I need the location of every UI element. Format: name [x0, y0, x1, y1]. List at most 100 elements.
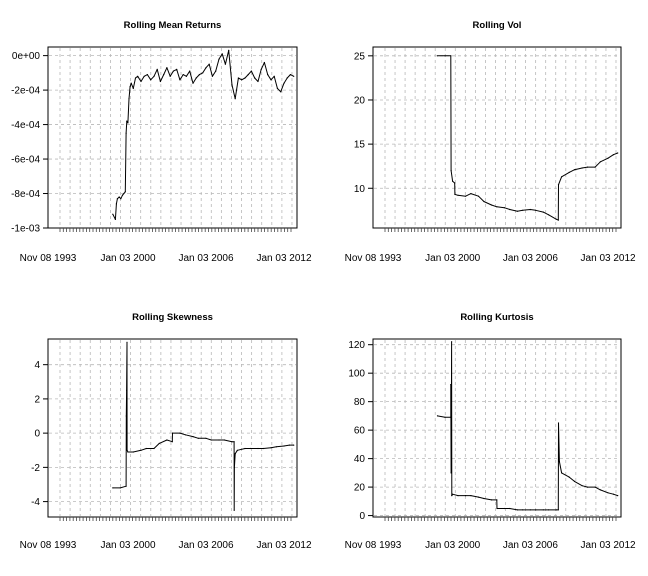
data-point [166, 67, 168, 69]
data-point [205, 67, 207, 69]
data-point [529, 208, 531, 211]
data-point [254, 77, 256, 79]
data-point [171, 441, 173, 443]
series-line-1 [112, 49, 294, 220]
data-point [112, 487, 114, 489]
data-point [436, 415, 439, 417]
data-point [503, 507, 505, 510]
series-line-1 [437, 55, 618, 221]
data-point [119, 487, 121, 489]
data-point [140, 449, 142, 451]
data-point [483, 200, 485, 203]
y-tick-label: 120 [348, 340, 365, 351]
data-point [118, 196, 120, 198]
x-tick-label: Jan 03 2000 [425, 253, 480, 264]
data-point [451, 341, 453, 343]
data-point [127, 122, 129, 124]
y-tick-label: 0 [34, 429, 40, 440]
y-tick-label: 0 [359, 511, 365, 522]
data-point [573, 169, 576, 171]
x-tick-label: Nov 08 1993 [20, 540, 77, 551]
x-tick-label: Nov 08 1993 [345, 540, 402, 551]
y-tick-label: 2 [34, 394, 40, 405]
data-point [561, 176, 563, 178]
data-point [237, 77, 239, 79]
data-point [503, 207, 505, 209]
data-point [184, 434, 186, 436]
data-point [293, 444, 295, 446]
data-point [233, 509, 235, 511]
y-tick-label: 4 [34, 360, 40, 371]
y-tick-label: 80 [354, 397, 366, 408]
data-point [125, 415, 127, 417]
chart-panel-2: Rolling Vol 25 20 15 10 Nov 08 1993 Jan 03 200… [345, 20, 636, 264]
data-point [179, 432, 181, 434]
data-point [224, 63, 226, 65]
grid-lines [49, 340, 296, 516]
data-point [599, 489, 602, 491]
data-point [436, 55, 439, 57]
data-point [208, 63, 210, 65]
chart-panel-3: Rolling Skewness 4 2 0 -2 -4 Nov 08 1993 Jan 03… [20, 312, 312, 551]
data-point [150, 79, 152, 81]
data-point [450, 55, 452, 57]
data-point [273, 75, 275, 77]
data-point [496, 507, 498, 510]
data-point [557, 219, 559, 221]
data-point [171, 432, 174, 434]
data-point [267, 74, 269, 76]
data-point [450, 170, 452, 172]
x-tick-band [384, 228, 617, 232]
data-point [197, 437, 199, 439]
data-point [132, 451, 134, 453]
data-point [568, 171, 570, 173]
data-point [257, 80, 259, 83]
data-point [126, 389, 128, 391]
data-point [205, 437, 207, 439]
y-tick-label: 25 [354, 51, 366, 62]
data-point [516, 509, 519, 511]
data-point [228, 49, 230, 52]
data-point [617, 495, 619, 497]
y-tick-label: -2 [31, 463, 40, 474]
data-point [124, 191, 126, 193]
data-point [286, 77, 288, 79]
data-point [496, 499, 498, 501]
data-point [535, 209, 537, 211]
data-point [158, 442, 160, 444]
data-point [289, 74, 291, 76]
data-point [126, 341, 128, 343]
data-point [522, 509, 524, 511]
y-tick-label: 10 [354, 184, 366, 195]
data-point [477, 496, 480, 498]
x-tick-label: Jan 03 2012 [257, 253, 312, 264]
y-tick-label: -1e-03 [11, 224, 40, 235]
x-tick-label: Jan 03 2000 [100, 540, 155, 551]
data-point [477, 195, 480, 197]
data-point [123, 192, 125, 195]
data-point [132, 87, 134, 89]
data-point [465, 195, 467, 197]
data-point [542, 211, 544, 213]
data-point [557, 422, 560, 424]
data-point [156, 68, 158, 70]
data-point [249, 447, 251, 450]
data-point [126, 449, 128, 451]
y-tick-label: 20 [354, 483, 366, 494]
y-tick-label: -6e-04 [11, 155, 40, 166]
data-point [234, 98, 236, 100]
data-point [114, 218, 116, 220]
data-point [231, 84, 233, 86]
data-point [128, 98, 130, 100]
x-tick-band [59, 228, 292, 232]
data-point [163, 74, 165, 76]
data-point [470, 193, 472, 195]
plot-frame [372, 338, 622, 518]
grid-lines [374, 340, 620, 516]
x-tick-label: Jan 03 2000 [425, 540, 480, 551]
y-tick-label: -4 [31, 497, 40, 508]
data-point [452, 180, 454, 182]
data-point [555, 509, 557, 511]
series-line-1 [437, 341, 618, 511]
